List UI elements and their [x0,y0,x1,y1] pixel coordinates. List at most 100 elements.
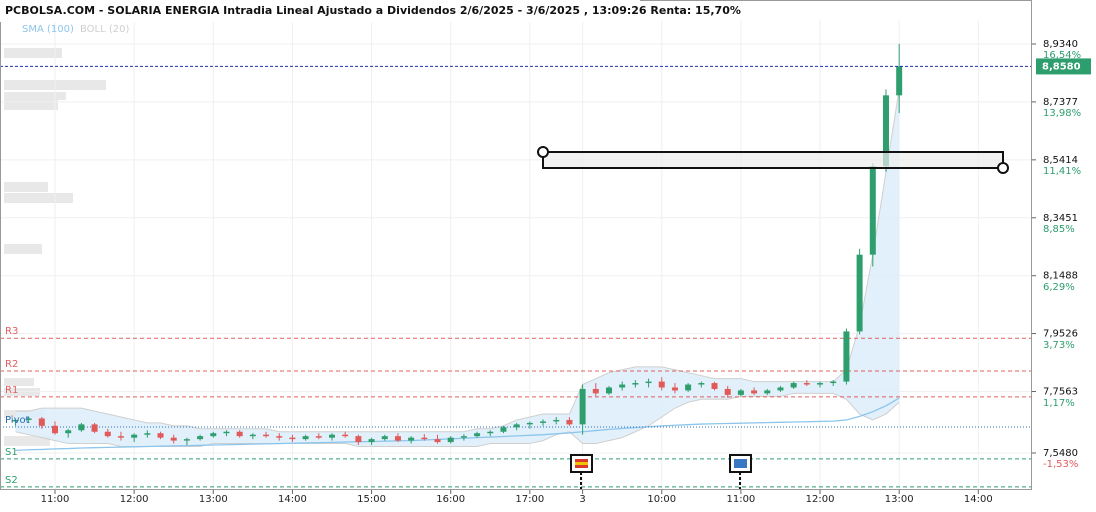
y2-tick-label: 11,41% [1043,166,1081,177]
pivot-label: R1 [5,385,18,396]
pivot-label: Pivot [5,415,30,426]
candle-body [711,383,718,389]
x-tick-label: 13:00 [885,494,914,505]
candle-body [817,383,824,385]
candle-body [856,254,863,332]
candle-body [843,331,850,382]
candle-body [25,418,32,420]
profile-bar [4,48,62,58]
candle-body [236,431,243,437]
y2-tick-label: 1,17% [1043,398,1075,409]
event-flag [570,454,593,490]
candle-body [526,422,533,425]
y2-tick-label: 13,98% [1043,108,1081,119]
candle-body [223,431,230,434]
candle-body [500,427,507,432]
y2-tick-label: 6,29% [1043,282,1075,293]
x-tick-label: 13:00 [199,494,228,505]
y2-tick-label: 8,85% [1043,224,1075,235]
candle-body [381,436,388,440]
x-tick-label: 14:00 [964,494,993,505]
y-tick-label: 8,1488 [1043,271,1078,282]
candle-body [157,433,164,438]
x-tick-label: 10:00 [647,494,676,505]
y-tick-label: 8,5414 [1043,155,1078,166]
profile-bar [4,244,42,254]
candle-body [65,430,72,434]
profile-bar [4,378,34,386]
candle-body [38,418,45,426]
candle-body [645,381,652,384]
profile-bar [4,92,66,100]
plot-layers [0,20,1032,490]
candle-body [540,421,547,423]
bollinger-upper [15,89,900,433]
flag-icon [575,462,588,465]
candle-body [830,381,837,384]
y2-tick-label: -1,53% [1043,459,1078,470]
flag-icon [734,459,747,468]
candle-body [737,390,744,395]
candle-body [170,437,177,441]
drawn-rectangle [542,151,1004,169]
candle-body [579,388,586,425]
candle-body [777,387,784,391]
candle-body [263,434,270,437]
candle-body [394,436,401,441]
candle-body [342,434,349,437]
candle-body [592,388,599,394]
candle-body [421,437,428,440]
candle-body [632,383,639,385]
x-tick-label: 14:00 [278,494,307,505]
candle-body [724,388,731,395]
pivot-label: S1 [5,447,18,458]
last-price-label: 8,8580 [1042,61,1081,72]
candle-body [289,437,296,440]
candle-body [605,387,612,394]
candle-body [408,437,415,441]
sma-line [15,397,900,451]
y2-tick-label: 16,54% [1043,50,1081,61]
profile-bar [4,193,73,203]
event-flag [729,454,752,490]
profile-bar [4,100,58,110]
candle-body [658,381,665,388]
candle-body [764,390,771,394]
candle-body [869,166,876,255]
x-tick-label: 11:00 [726,494,755,505]
candle-body [249,434,256,437]
candle-body [328,434,335,438]
pivot-label: R2 [5,359,18,370]
grid [0,20,1032,490]
candle-body [52,425,59,434]
x-tick-label: 15:00 [357,494,386,505]
candle-body [513,424,520,428]
candle-body [315,436,322,438]
title-background [0,0,640,22]
profile-bar [4,182,48,192]
candle-body [197,436,204,440]
x-tick-label: 12:00 [806,494,835,505]
pivot-label: S2 [5,475,18,486]
candle-body [210,433,217,437]
legend-entry: SMA (100) [22,24,74,35]
candle-body [896,66,903,96]
y-tick-label: 7,7563 [1043,387,1078,398]
legend-entry: BOLL (20) [80,24,130,35]
candle-body [131,434,138,438]
candle-body [183,439,190,441]
candle-body [434,439,441,443]
candle-body [619,384,626,388]
x-tick-label: 16:00 [436,494,465,505]
y-tick-label: 7,9526 [1043,329,1078,340]
candle-body [566,419,573,425]
candle-body [671,387,678,391]
x-tick-label: 11:00 [41,494,70,505]
candle-body [447,437,454,443]
candle-body [104,431,111,437]
candle-body [91,424,98,432]
x-tick-label: 12:00 [120,494,149,505]
candle-body [698,383,705,385]
y2-tick-label: 3,73% [1043,340,1075,351]
